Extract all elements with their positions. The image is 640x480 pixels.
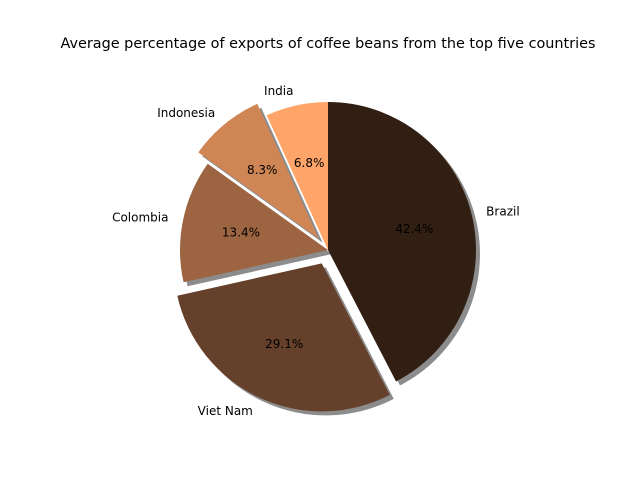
slices	[177, 102, 476, 412]
slice-pct-brazil: 42.4%	[395, 222, 433, 236]
slice-pct-colombia: 13.4%	[222, 225, 260, 239]
slice-label-indonesia: Indonesia	[157, 106, 215, 120]
slice-label-viet-nam: Viet Nam	[198, 404, 253, 418]
slice-colombia	[179, 163, 328, 283]
slice-brazil	[328, 102, 476, 382]
slice-indonesia	[198, 103, 319, 239]
slice-viet-nam	[177, 263, 390, 412]
slice-percentages: 42.4% 29.1% 13.4% 8.3% 6.8%	[222, 156, 433, 351]
slice-pct-viet-nam: 29.1%	[265, 337, 303, 351]
slice-label-india: India	[264, 84, 293, 98]
slice-labels: Brazil Viet Nam Colombia Indonesia India	[112, 84, 520, 418]
slice-label-colombia: Colombia	[112, 210, 168, 224]
chart-title: Average percentage of exports of coffee …	[61, 36, 596, 52]
slice-pct-indonesia: 8.3%	[247, 163, 278, 177]
slice-india	[266, 102, 328, 250]
slice-pct-india: 6.8%	[294, 156, 325, 170]
slice-label-brazil: Brazil	[486, 205, 520, 219]
